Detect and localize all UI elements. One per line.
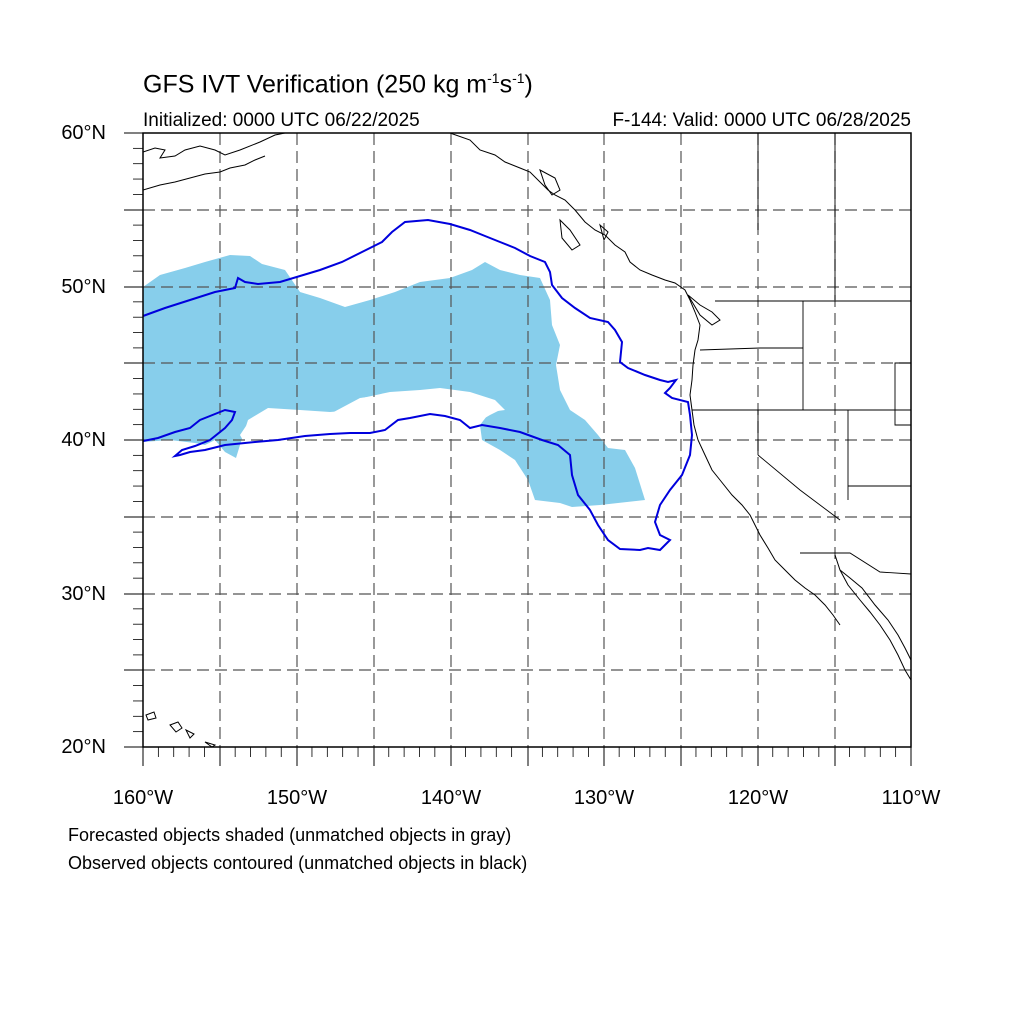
lon-label-110w: 110°W xyxy=(881,787,941,809)
islands-bc xyxy=(539,168,721,326)
caption-forecast: Forecasted objects shaded (unmatched obj… xyxy=(68,825,512,845)
border-wyoming xyxy=(894,362,911,426)
map-gridlines xyxy=(143,133,911,747)
lat-label-50: 50°N xyxy=(61,276,106,298)
observed-objects xyxy=(143,218,694,552)
lon-label-120w: 120°W xyxy=(727,787,789,809)
title-exponent-1: -1 xyxy=(487,70,500,86)
title-text: GFS IVT Verification (250 kg m xyxy=(143,70,488,99)
coastlines xyxy=(143,133,911,747)
forecast-objects xyxy=(143,255,645,507)
panhandle-coast xyxy=(449,133,841,626)
lat-label-20: 20°N xyxy=(61,736,106,758)
axis-ticks xyxy=(124,132,912,766)
baja-coast xyxy=(834,554,911,681)
hawaii-islands xyxy=(145,711,217,747)
state-borders xyxy=(692,133,911,575)
lon-label-160w: 160°W xyxy=(112,787,174,809)
forecast-object-hole xyxy=(240,389,500,444)
lat-label-60: 60°N xyxy=(61,122,106,144)
border-ca-nv-diagonal xyxy=(757,454,841,521)
title-close-paren: ) xyxy=(524,70,533,99)
border-wa-or xyxy=(699,347,803,351)
alaska-coast xyxy=(143,133,286,159)
lat-label-40: 40°N xyxy=(61,429,106,451)
title-unit-s: s xyxy=(499,70,513,99)
lon-label-150w: 150°W xyxy=(266,787,328,809)
map-title: GFS IVT Verification (250 kg m-1s-1) xyxy=(143,70,533,99)
caption-observed: Observed objects contoured (unmatched ob… xyxy=(68,853,528,873)
valid-label: F-144: Valid: 0000 UTC 06/28/2025 xyxy=(612,110,911,131)
initialized-label: Initialized: 0000 UTC 06/22/2025 xyxy=(143,110,420,131)
gulf-california xyxy=(839,569,911,661)
alaska-peninsula xyxy=(143,155,266,191)
lon-label-140w: 140°W xyxy=(420,787,482,809)
forecast-object-shaded xyxy=(143,255,645,507)
title-exponent-2: -1 xyxy=(512,70,525,86)
minor-ticks xyxy=(133,147,897,757)
observed-contour-main xyxy=(143,218,694,552)
lat-label-30: 30°N xyxy=(61,583,106,605)
lon-label-130w: 130°W xyxy=(573,787,635,809)
border-us-mexico xyxy=(800,552,911,575)
